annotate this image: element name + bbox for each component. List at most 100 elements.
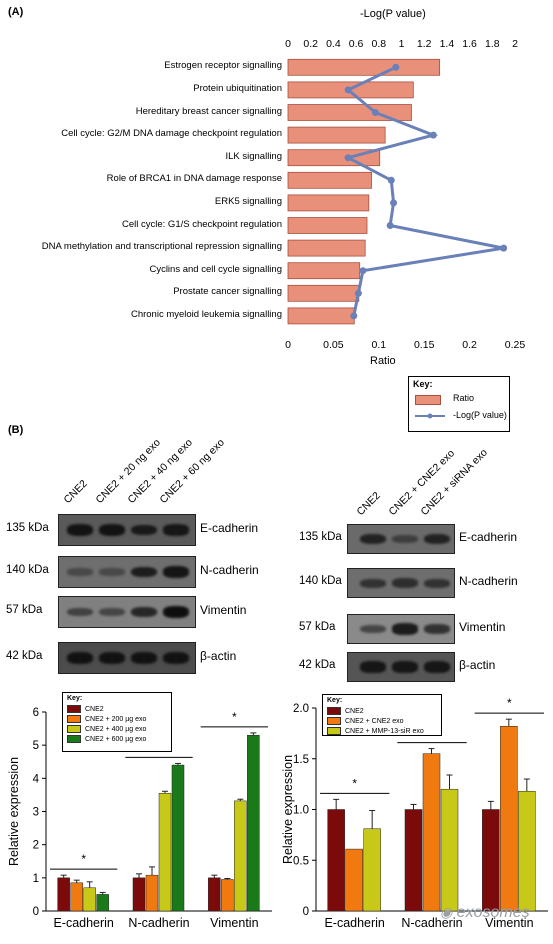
x-tick-label: E-cadherin <box>324 916 384 930</box>
key-title: Key: <box>413 379 433 389</box>
pvalue-point <box>429 131 437 139</box>
protein-band <box>392 578 418 588</box>
pathway-label: Protein ubiquitination <box>193 82 282 94</box>
x-tick-label: Vimentin <box>210 916 258 930</box>
pathway-label: Estrogen receptor signalling <box>164 60 282 72</box>
blot-strip <box>58 642 196 674</box>
top-axis-tick-label: 0 <box>285 38 291 50</box>
key-label: CNE2 + CNE2 exo <box>345 717 404 725</box>
significance-star: * <box>81 852 86 866</box>
key-ratio-label: Ratio <box>453 393 475 403</box>
ratio-bar <box>287 58 441 76</box>
y-tick-label: 5 <box>33 740 39 752</box>
pathway-label: Prostate cancer signalling <box>173 286 282 298</box>
protein-band <box>360 661 386 673</box>
pvalue-point <box>387 176 395 184</box>
protein-band <box>163 652 189 664</box>
top-axis-title: -Log(P value) <box>360 8 426 20</box>
lane-label: CNE2 <box>354 489 383 518</box>
protein-band <box>99 652 125 664</box>
key-title: Key: <box>327 697 343 704</box>
top-axis-tick-label: 1 <box>399 38 405 50</box>
bottom-axis-tick-label: 0.25 <box>505 339 526 351</box>
key-pvalue-label: -Log(P value) <box>453 410 507 420</box>
molecular-weight-label: 140 kDa <box>6 564 49 576</box>
protein-band <box>392 535 418 543</box>
watermark: ◉ exosomes <box>440 904 530 922</box>
key-swatch <box>327 707 341 715</box>
ratio-bar <box>287 194 370 212</box>
left-chart-key: Key: CNE2 CNE2 + 200 µg exo CNE2 + 400 µg e… <box>62 692 172 752</box>
bottom-axis-tick-label: 0 <box>285 339 291 351</box>
key-entry: CNE2 <box>327 707 364 715</box>
significance-star: * <box>352 776 357 790</box>
protein-band <box>424 661 450 673</box>
protein-label: β-actin <box>200 649 237 663</box>
y-tick-label: 0.5 <box>293 855 309 867</box>
protein-label: β-actin <box>459 658 496 672</box>
top-axis-tick-label: 0.2 <box>303 38 318 50</box>
molecular-weight-label: 42 kDa <box>6 650 43 662</box>
protein-band <box>163 566 189 578</box>
y-tick-label: 1.0 <box>293 805 309 817</box>
right-chart-key: Key: CNE2 CNE2 + CNE2 exo CNE2 + MMP-13-siR… <box>322 694 442 736</box>
key-swatch <box>327 717 341 725</box>
molecular-weight-label: 135 kDa <box>6 522 49 534</box>
key-swatch <box>67 735 81 743</box>
expression-bar <box>482 809 500 912</box>
top-axis-tick-label: 1.2 <box>417 38 432 50</box>
pathway-label: DNA methylation and transcriptional repr… <box>41 241 282 253</box>
protein-band <box>99 607 125 617</box>
expression-bar <box>404 809 423 912</box>
protein-label: Vimentin <box>459 620 506 634</box>
pvalue-point <box>359 267 367 275</box>
expression-bar <box>327 809 345 912</box>
top-axis-tick-label: 0.8 <box>371 38 386 50</box>
blot-strip <box>58 514 196 546</box>
key-label: CNE2 + 600 µg exo <box>85 735 147 743</box>
y-tick-label: 2 <box>33 840 39 852</box>
pvalue-point <box>390 199 398 207</box>
key-label: CNE2 <box>85 705 104 713</box>
panel-a-key: Key: Ratio -Log(P value) <box>408 376 510 432</box>
key-label: CNE2 + MMP-13-siR exo <box>345 727 424 735</box>
y-tick-label: 1 <box>33 873 39 885</box>
pathway-label: Cell cycle: G1/S checkpoint regulation <box>122 218 282 230</box>
key-label: CNE2 <box>345 707 364 715</box>
protein-band <box>99 568 125 576</box>
expression-bar <box>518 790 536 912</box>
protein-label: N-cadherin <box>200 563 259 577</box>
ratio-bar <box>287 126 386 144</box>
pathway-label: Hereditary breast cancer signalling <box>135 105 282 117</box>
protein-band <box>360 533 386 545</box>
bottom-axis-tick-label: 0.1 <box>371 339 386 351</box>
pvalue-point <box>344 86 352 94</box>
top-axis-tick-label: 1.6 <box>462 38 477 50</box>
expression-bar <box>500 726 518 912</box>
expression-bar <box>57 877 70 912</box>
protein-band <box>131 524 157 536</box>
key-swatch <box>67 705 81 713</box>
bottom-axis-tick-label: 0.15 <box>414 339 435 351</box>
pvalue-point <box>500 244 508 252</box>
top-axis-tick-label: 0.4 <box>326 38 341 50</box>
protein-band <box>424 533 450 545</box>
expression-bar <box>221 879 234 912</box>
protein-band <box>131 652 157 664</box>
significance-star: * <box>507 696 512 710</box>
left-expression-chart: 0 1 2 3 4 5 6 Relative expression E-cadherin * N-c… <box>7 707 272 930</box>
protein-band <box>131 606 157 618</box>
ratio-bar <box>287 217 368 234</box>
molecular-weight-label: 57 kDa <box>299 621 336 633</box>
pvalue-point <box>344 154 352 162</box>
expression-bar <box>83 887 96 912</box>
pathway-label: Chronic myeloid leukemia signalling <box>130 308 282 320</box>
blot-strip <box>347 652 455 682</box>
key-entry: CNE2 + 200 µg exo <box>67 715 146 723</box>
ratio-bar <box>287 262 361 280</box>
protein-label: E-cadherin <box>200 521 259 535</box>
protein-band <box>131 566 157 578</box>
key-label: CNE2 + 400 µg exo <box>85 725 147 733</box>
expression-bar <box>96 894 109 912</box>
pvalue-point <box>392 63 400 71</box>
